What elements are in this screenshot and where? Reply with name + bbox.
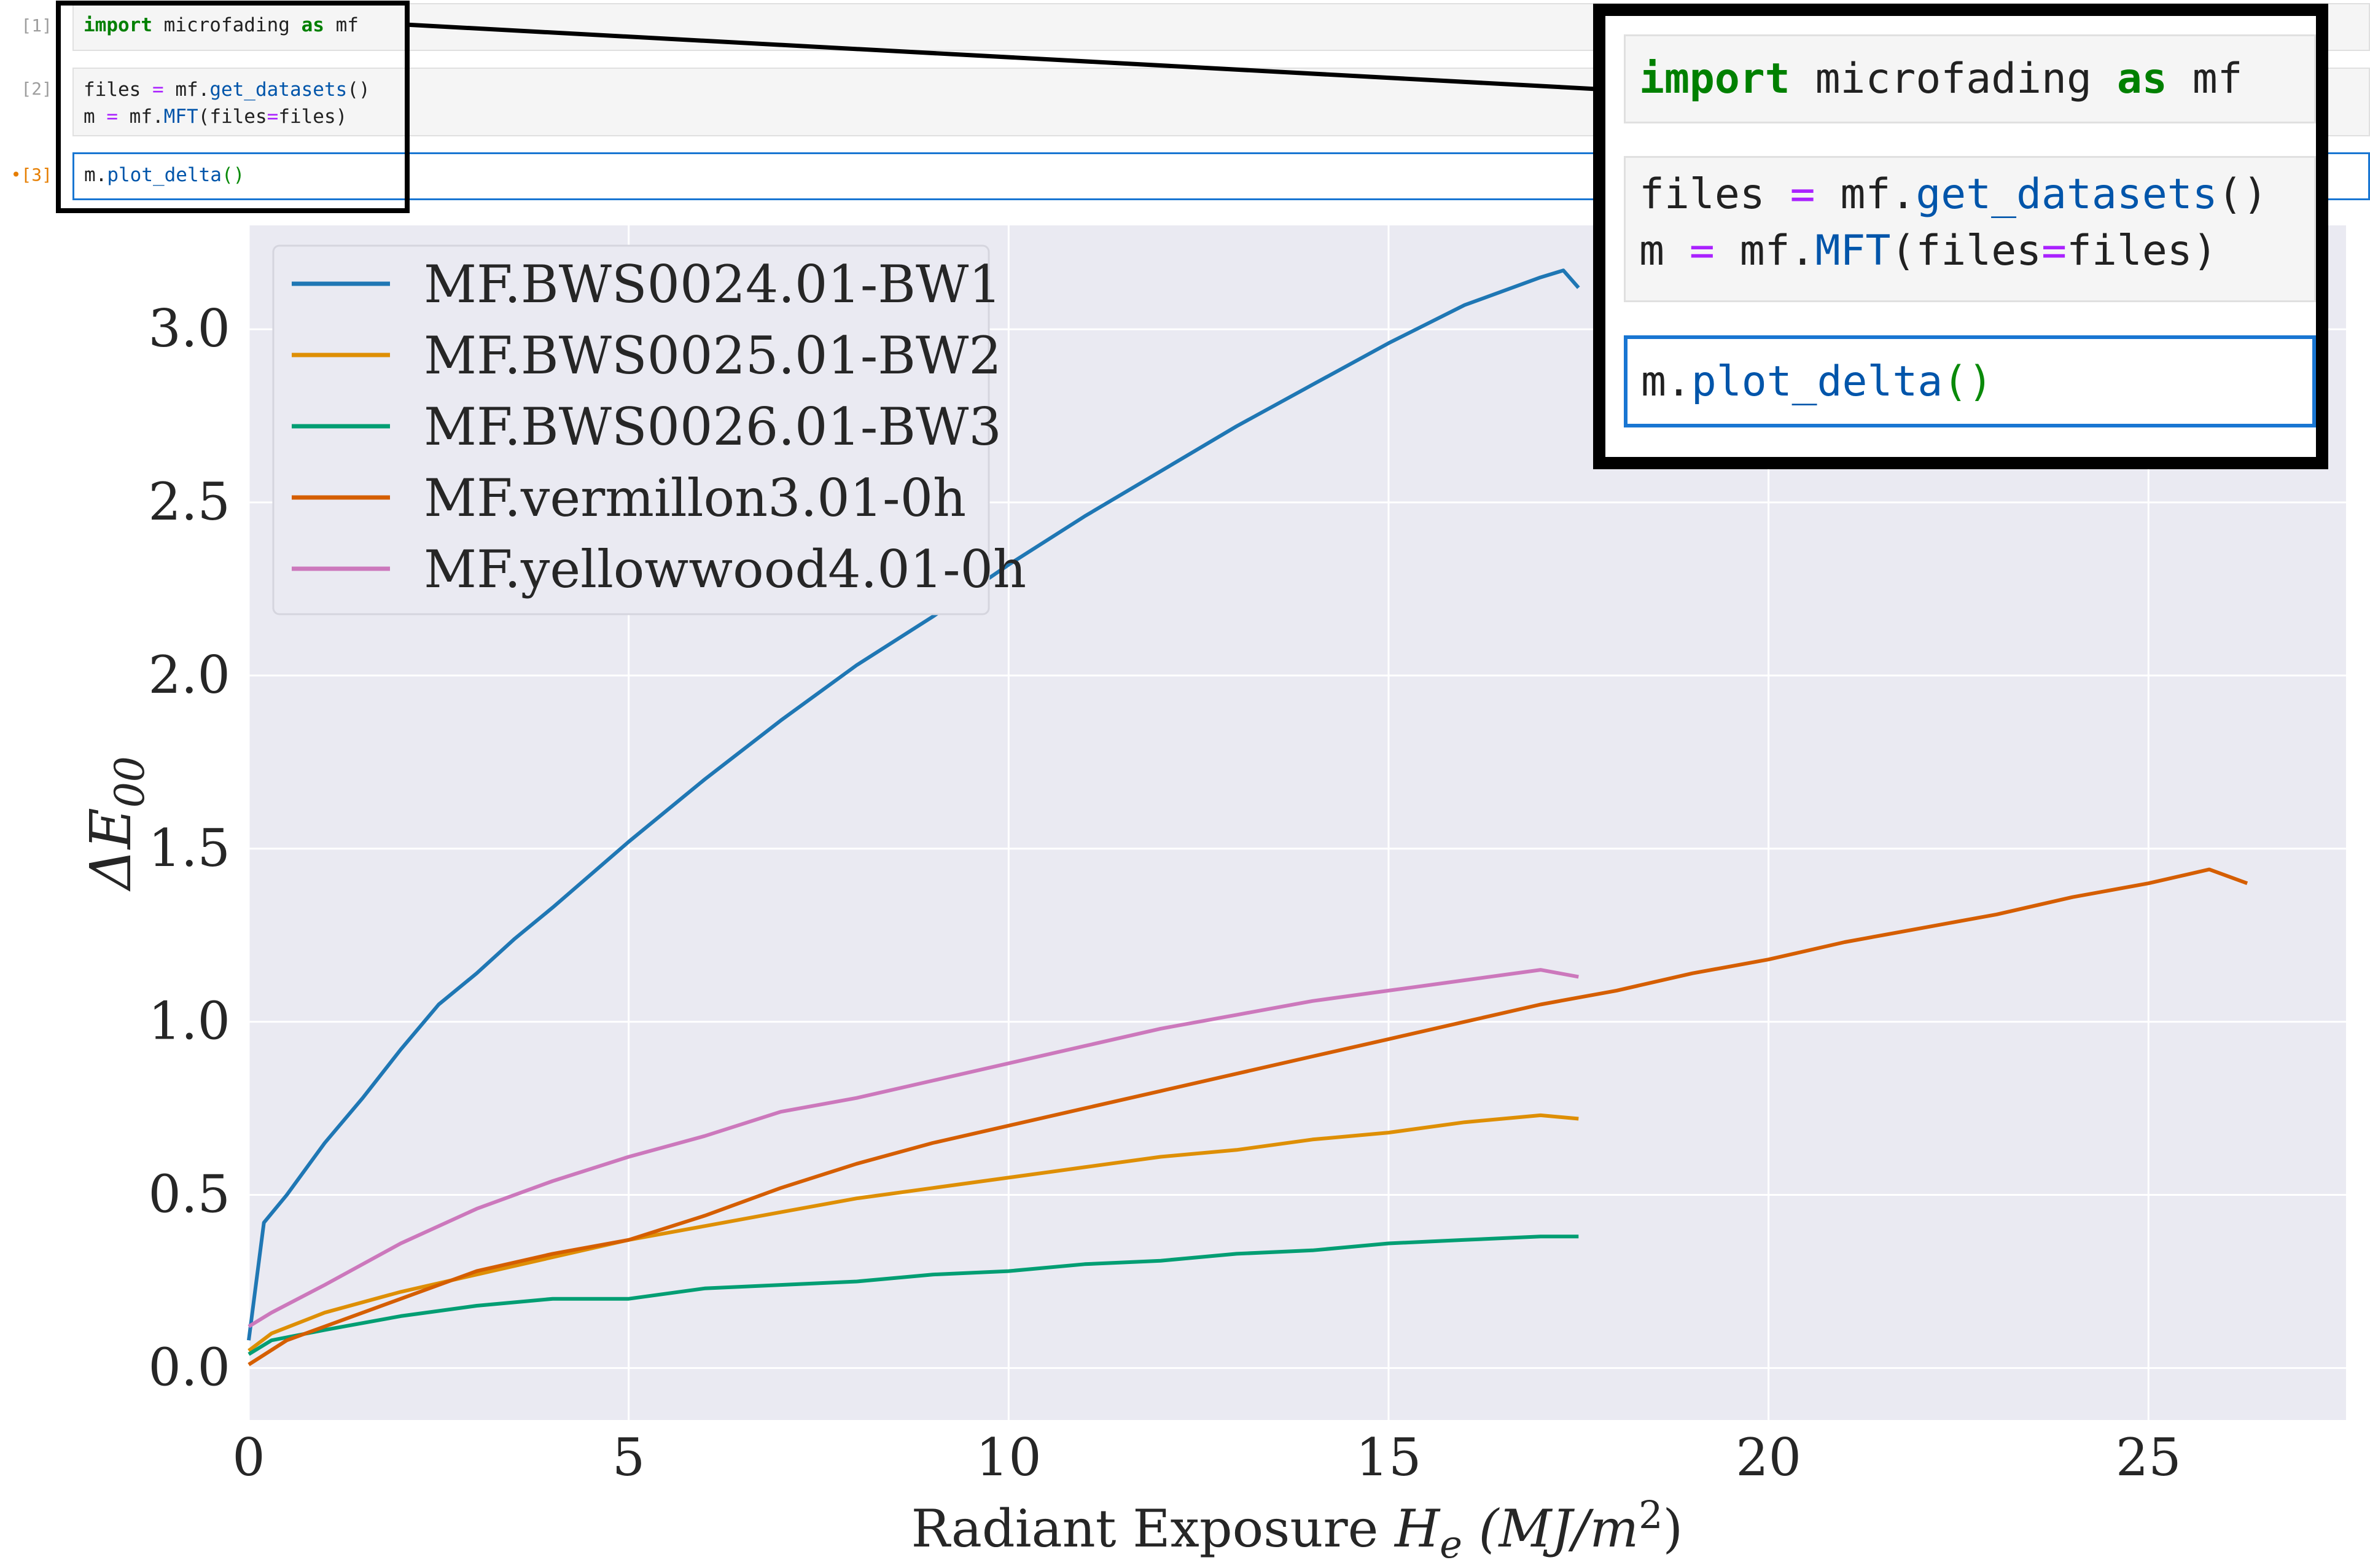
zoom-cell: import microfading as mf	[1624, 34, 2316, 123]
x-axis-label-part: )	[1663, 1499, 1683, 1559]
zoom-code-token: (files	[1890, 227, 2042, 275]
x-axis-label-part: H	[1394, 1499, 1441, 1559]
axis-labels: Radiant Exposure He (MJ/m2) ΔE00	[78, 756, 1683, 1567]
zoom-code-token: MFT	[1815, 227, 1891, 275]
cell-prompt: •[3]	[10, 165, 52, 185]
code-token: mf.	[118, 106, 164, 128]
series-line	[248, 867, 2248, 1367]
y-axis-label: ΔE00	[78, 756, 154, 892]
legend-label: MF.BWS0026.01-BW3	[424, 397, 1002, 457]
code-token: ()	[221, 164, 245, 186]
series-line	[247, 268, 1580, 1341]
legend-label: MF.vermillon3.01-0h	[424, 468, 966, 528]
y-tick-label: 3.0	[148, 298, 230, 359]
code-token: mf.	[163, 79, 210, 101]
legend-label: MF.BWS0025.01-BW2	[424, 326, 1002, 386]
zoom-code-token: as	[2116, 55, 2167, 103]
series-line	[248, 968, 1579, 1328]
code-token: =	[152, 79, 164, 101]
zoom-code-token: plot_delta	[1691, 357, 1943, 406]
x-axis-label-part: 2	[1639, 1492, 1663, 1537]
data-series	[247, 268, 2248, 1367]
code-token: () m	[84, 79, 370, 128]
x-tick-label: 0	[232, 1427, 265, 1488]
zoom-code-token: () m	[1639, 170, 2268, 275]
y-tick-label: 0.5	[148, 1164, 230, 1225]
code-token: files)	[278, 106, 348, 128]
legend-label: MF.yellowwood4.01-0h	[424, 539, 1026, 599]
legend-box	[272, 244, 990, 615]
series-line	[248, 1113, 1579, 1352]
zoom-cell: files = mf.get_datasets() m = mf.MFT(fil…	[1624, 156, 2316, 302]
y-tick-label: 1.5	[148, 818, 230, 878]
tick-labels: 0 5 10 15 20 25 0.0 0.5 1.0 1.5 2.0 2.5 3.0	[148, 298, 2181, 1488]
code-token: MFT	[163, 106, 198, 128]
zoom-code-token: m.	[1641, 357, 1691, 406]
x-tick-label: 20	[1736, 1427, 1801, 1488]
code-token: mf	[324, 14, 359, 36]
highlight-box	[56, 1, 410, 213]
code-token: =	[267, 106, 279, 128]
x-tick-label: 5	[612, 1427, 645, 1488]
zoom-code-token: get_datasets	[1916, 170, 2218, 219]
zoom-code-token: mf.	[1815, 170, 1916, 219]
zoom-code-token: import	[1639, 55, 1790, 103]
code-token: import	[84, 14, 152, 36]
callout-line	[405, 22, 1597, 92]
x-tick-label: 10	[976, 1427, 1042, 1488]
zoom-code-token: ()	[1943, 357, 1994, 406]
code-token: files	[84, 79, 152, 101]
x-axis-label-part: e	[1440, 1522, 1462, 1567]
series-line	[248, 1235, 1579, 1356]
x-axis-label-part: Radiant Exposure	[911, 1499, 1395, 1559]
zoom-code-token: mf.	[1714, 227, 1815, 275]
zoom-code-token: =	[1689, 227, 1715, 275]
y-axis-label-main: ΔE	[78, 808, 144, 892]
x-axis-label-part: (MJ/m	[1462, 1499, 1639, 1559]
code-token: (files	[198, 106, 267, 128]
code-token: =	[106, 106, 118, 128]
x-tick-label: 25	[2116, 1427, 2181, 1488]
zoom-code-token: microfading	[1790, 55, 2117, 103]
cell-prompt: [1]	[21, 15, 52, 36]
zoom-code-token: files	[1639, 170, 1790, 219]
zoom-panel: import microfading as mf files = mf.get_d…	[1593, 4, 2328, 469]
code-token: plot_delta	[107, 164, 222, 186]
x-tick-label: 15	[1356, 1427, 1422, 1488]
zoom-code-token: =	[1790, 170, 1815, 219]
y-axis-label-sub: 00	[106, 756, 154, 808]
code-token: as	[301, 14, 324, 36]
cell-prompt: [2]	[21, 79, 52, 99]
legend: MF.BWS0024.01-BW1 MF.BWS0025.01-BW2 MF.BWS…	[272, 244, 1026, 615]
y-tick-label: 1.0	[148, 991, 230, 1051]
y-tick-label: 0.0	[148, 1337, 230, 1397]
legend-label: MF.BWS0024.01-BW1	[424, 254, 1002, 314]
x-axis-label: Radiant Exposure He (MJ/m2)	[911, 1492, 1683, 1567]
code-token: m.	[84, 164, 107, 186]
y-tick-label: 2.5	[148, 472, 230, 532]
code-token: get_datasets	[209, 79, 348, 101]
zoom-cell: m.plot_delta()	[1624, 335, 2316, 427]
zoom-code-token: =	[2041, 227, 2067, 275]
y-tick-label: 2.0	[148, 645, 230, 705]
zoom-code-token: files)	[2067, 227, 2218, 275]
code-token: microfading	[152, 14, 302, 36]
zoom-code-token: mf	[2167, 55, 2243, 103]
